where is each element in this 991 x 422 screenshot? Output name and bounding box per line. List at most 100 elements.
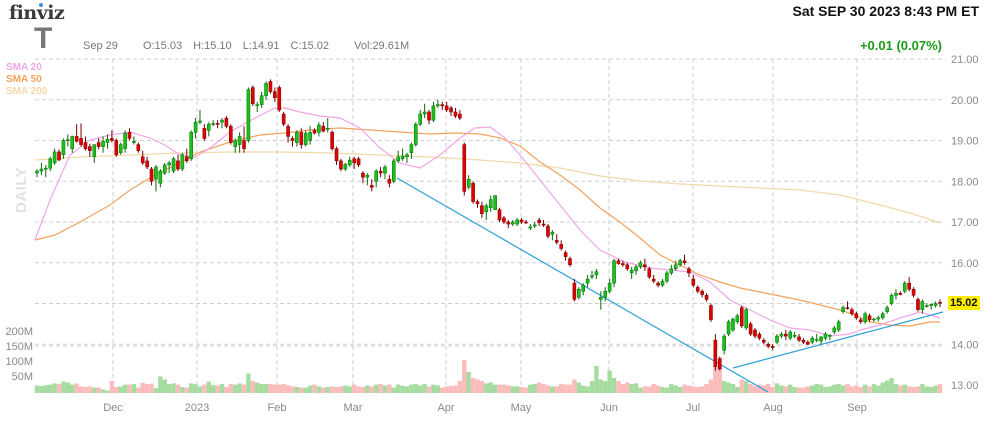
volume-bar: [228, 384, 234, 393]
candle-body: [709, 305, 713, 321]
volume-bar: [369, 386, 374, 393]
candle-body: [352, 158, 356, 164]
candle-body: [779, 333, 784, 337]
volume-bar: [387, 384, 392, 393]
candle-body: [894, 293, 898, 296]
volume-bar: [598, 379, 604, 393]
volume-bar: [884, 380, 890, 393]
candle-body: [462, 144, 467, 192]
candle-body: [933, 303, 938, 306]
x-axis-label: Aug: [763, 402, 783, 414]
volume-bar: [933, 385, 938, 393]
volume-bar: [629, 384, 634, 393]
x-axis-label: Jul: [686, 402, 700, 414]
candle-body: [770, 346, 775, 348]
candle-body: [585, 278, 590, 284]
candle-body: [246, 89, 251, 141]
candle-body: [140, 156, 145, 164]
volume-bar: [360, 387, 366, 393]
volume-bar: [607, 370, 612, 393]
volume-bar: [704, 384, 709, 393]
sma50-line: [34, 127, 940, 327]
candle-body: [251, 87, 255, 105]
candle-body: [70, 136, 75, 149]
candle-body: [400, 155, 405, 160]
candle-body: [396, 156, 400, 162]
volume-bar: [937, 384, 943, 393]
candle-body: [863, 313, 867, 323]
candle-body: [343, 163, 348, 170]
volume-bar: [277, 384, 282, 393]
candle-body: [845, 307, 850, 309]
volume-bar: [404, 386, 410, 393]
finviz-logo[interactable]: finviz: [9, 2, 65, 24]
candle-body: [233, 140, 238, 147]
volume-bar: [497, 384, 502, 393]
volume-bar: [779, 385, 784, 393]
volume-bar: [550, 386, 555, 393]
candle-body: [79, 138, 83, 145]
volume-bar: [418, 385, 423, 393]
volume-bar: [840, 385, 846, 393]
candle-body: [35, 170, 39, 174]
volume-bar: [382, 385, 388, 393]
candle-body: [198, 120, 202, 123]
volume-bar: [462, 360, 467, 393]
candle-body: [418, 113, 423, 125]
candle-body: [665, 272, 669, 282]
candle-body: [700, 291, 704, 295]
candle-body: [682, 260, 687, 263]
candle-body: [625, 264, 630, 270]
volume-bar: [52, 383, 57, 393]
candle-body: [713, 339, 718, 367]
candle-body: [920, 301, 925, 310]
candle-body: [110, 138, 114, 141]
volume-bar: [149, 383, 154, 393]
legend-sma50: SMA 50: [6, 74, 42, 85]
volume-bar: [175, 384, 181, 393]
volume-axis-label: 100M: [5, 356, 33, 368]
candle-body: [264, 83, 268, 96]
volume-bar: [554, 386, 559, 393]
volume-bar: [431, 384, 436, 393]
volume-bar: [849, 386, 855, 393]
volume-bar: [536, 382, 542, 393]
volume-bar: [876, 385, 881, 393]
volume-bar: [726, 382, 731, 393]
volume-bar: [673, 385, 678, 393]
volume-bar: [651, 384, 656, 393]
candle-body: [497, 209, 502, 221]
candle-body: [149, 168, 154, 182]
volume-bar: [752, 386, 758, 393]
volume-value: Vol:29.61M: [354, 40, 410, 52]
volume-bar: [197, 386, 203, 393]
y-axis-label: 21.00: [951, 54, 979, 66]
candle-body: [189, 132, 193, 160]
volume-bar: [140, 382, 145, 393]
candle-body: [44, 167, 48, 170]
volume-bar: [343, 385, 348, 393]
volume-bar: [188, 383, 194, 393]
candle-body: [48, 158, 53, 169]
candle-body: [924, 305, 929, 307]
volume-bar: [215, 385, 220, 393]
volume-bar: [845, 384, 850, 393]
volume-bar: [316, 386, 322, 393]
volume-bar: [193, 384, 198, 393]
candle-body: [339, 160, 343, 170]
candle-body: [347, 159, 352, 166]
volume-bar: [356, 386, 361, 393]
volume-bar: [889, 378, 894, 393]
volume-bar: [655, 385, 661, 393]
volume-bar: [92, 387, 97, 393]
sma200-line: [34, 151, 941, 224]
volume-bar: [686, 385, 692, 393]
x-axis-label: May: [511, 402, 532, 414]
candle-body: [299, 132, 304, 145]
candle-body: [471, 183, 475, 202]
candle-body: [660, 280, 665, 286]
volume-bar: [924, 386, 929, 393]
candle-body: [427, 111, 431, 121]
candle-body: [488, 199, 493, 208]
